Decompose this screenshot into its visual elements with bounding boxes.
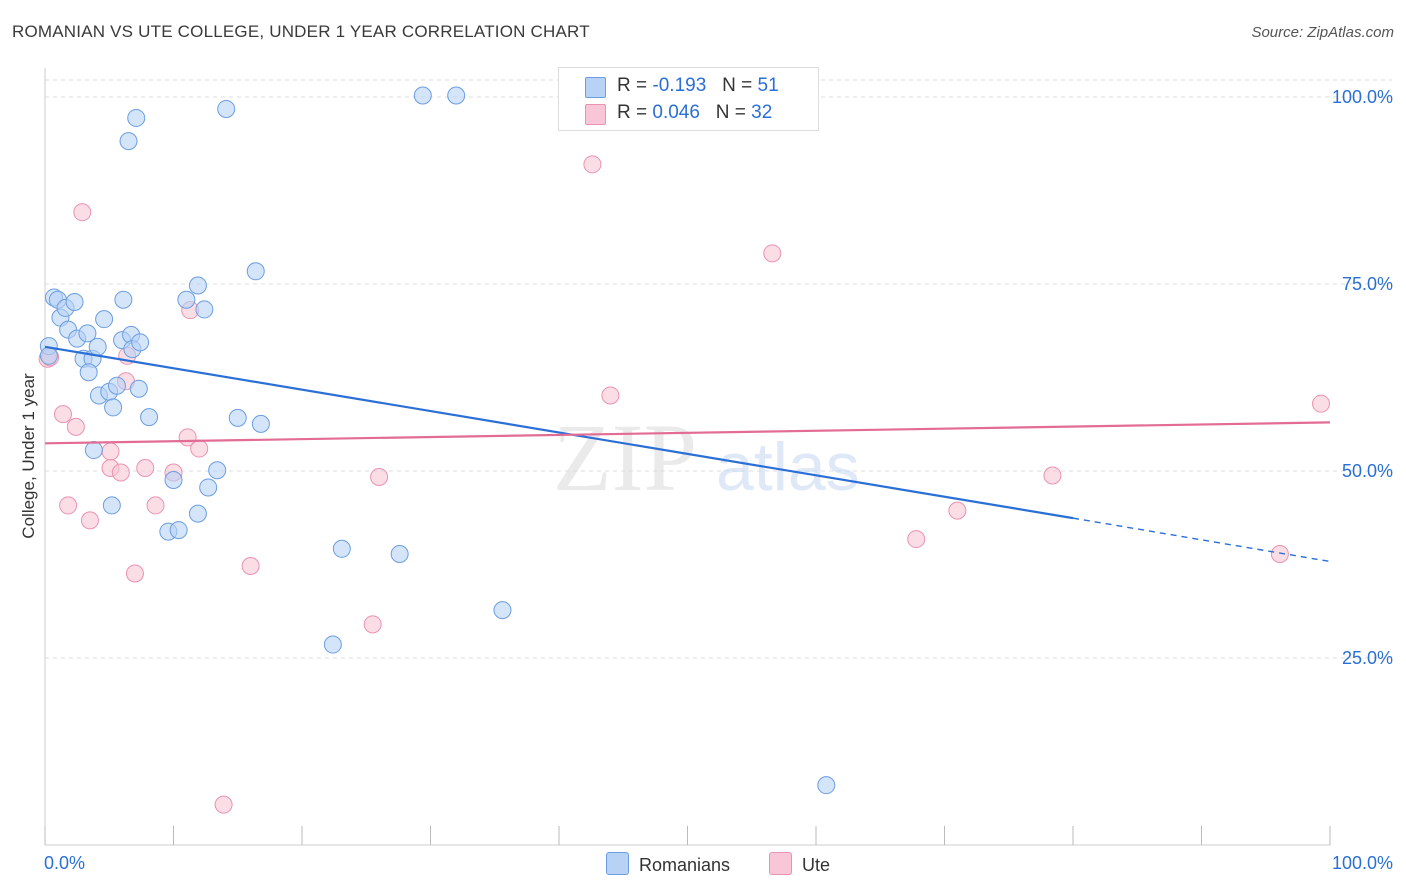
watermark-zip: ZIP (553, 404, 697, 511)
romanian-point (188, 504, 207, 523)
romanian-point (817, 776, 836, 795)
legend-swatch-pink (585, 104, 606, 125)
ute-point (214, 795, 233, 814)
ute-point (1043, 466, 1062, 485)
romanian-point (102, 496, 121, 515)
romanian-point (251, 414, 270, 433)
romanian-points (39, 86, 836, 795)
x-tick-label-min: 0.0% (44, 853, 85, 873)
x-tick-labels: 0.0% 100.0% (44, 853, 1393, 873)
romanian-point (246, 262, 265, 281)
ute-point (948, 501, 967, 520)
romanian-point (131, 333, 150, 352)
ute-point (241, 556, 260, 575)
romanian-point (413, 86, 432, 105)
romanian-point (127, 108, 146, 127)
romanian-point (84, 441, 103, 460)
ute-point (80, 511, 99, 530)
y-tick-label: 25.0% (1342, 648, 1393, 668)
romanian-point (107, 376, 126, 395)
legend-r-label: R = (617, 75, 648, 96)
legend-n-label: N = (722, 75, 753, 96)
romanian-point (114, 290, 133, 309)
y-tick-labels: 25.0% 50.0% 75.0% 100.0% (1332, 87, 1393, 668)
ute-point (53, 405, 72, 424)
legend-pink-r: 0.046 (652, 102, 700, 123)
ute-point (59, 496, 78, 515)
x-tick-label-max: 100.0% (1332, 853, 1393, 873)
watermark: ZIP atlas (553, 404, 860, 511)
romanian-trend-line (44, 345, 1074, 520)
ute-point (73, 203, 92, 222)
romanian-point (195, 300, 214, 319)
romanian-point (95, 310, 114, 329)
source-label: Source: ZipAtlas.com (1251, 24, 1394, 41)
romanian-point (177, 290, 196, 309)
romanian-point (208, 461, 227, 480)
legend-blue-n: 51 (757, 75, 779, 96)
legend-blue-r: -0.193 (652, 75, 707, 96)
bottom-legend-romanians-label: Romanians (639, 855, 731, 875)
romanian-point (390, 545, 409, 564)
watermark-atlas: atlas (716, 429, 860, 505)
bottom-legend-romanians: Romanians (606, 852, 730, 876)
ute-point (1312, 394, 1331, 413)
romanian-point (129, 379, 148, 398)
correlation-legend: R = -0.193 N = 51 R = 0.046 N = 32 (558, 67, 819, 131)
romanian-point (217, 99, 236, 118)
bottom-legend-ute-label: Ute (802, 855, 831, 875)
romanian-point (88, 337, 107, 356)
romanian-trend-line-extrapolated (1072, 517, 1331, 563)
romanian-point (169, 521, 188, 540)
ute-point (907, 530, 926, 549)
romanian-point (119, 132, 138, 151)
y-tick-label: 75.0% (1342, 274, 1393, 294)
ute-point (190, 439, 209, 458)
romanian-point (39, 346, 58, 365)
ute-point (101, 442, 120, 461)
romanian-point (65, 292, 84, 311)
ute-point (111, 463, 130, 482)
romanian-point (104, 398, 123, 417)
ute-trend-line (44, 421, 1331, 445)
trend-lines (44, 345, 1331, 563)
ute-point (125, 564, 144, 583)
romanian-point (164, 470, 183, 489)
swatch-ute (769, 852, 792, 875)
ute-point (601, 386, 620, 405)
legend-r-label: R = (617, 102, 648, 123)
ute-point (146, 496, 165, 515)
chart-title: ROMANIAN VS UTE COLLEGE, UNDER 1 YEAR CO… (12, 22, 590, 41)
romanian-point (332, 539, 351, 558)
legend-pink-n: 32 (751, 102, 773, 123)
ute-point (763, 244, 782, 263)
ute-point (583, 155, 602, 174)
romanian-point (447, 86, 466, 105)
romanian-point (493, 601, 512, 620)
romanian-point (228, 408, 247, 427)
ute-points (38, 86, 1331, 814)
ute-point (363, 615, 382, 634)
romanian-point (78, 324, 97, 343)
y-tick-label: 100.0% (1332, 87, 1393, 107)
y-axis-label: College, Under 1 year (19, 373, 38, 539)
swatch-romanians (606, 852, 629, 875)
romanian-point (140, 408, 159, 427)
ute-point (66, 417, 85, 436)
legend-swatch-blue (585, 77, 606, 98)
bottom-legend-ute: Ute (769, 852, 830, 876)
romanian-point (323, 635, 342, 654)
y-tick-label: 50.0% (1342, 461, 1393, 481)
ute-point (136, 459, 155, 478)
romanian-point (188, 276, 207, 295)
ute-point (1270, 545, 1289, 564)
romanian-point (79, 363, 98, 382)
romanian-point (199, 478, 218, 497)
legend-n-label: N = (715, 102, 746, 123)
axes (44, 68, 1331, 846)
ute-point (370, 467, 389, 486)
